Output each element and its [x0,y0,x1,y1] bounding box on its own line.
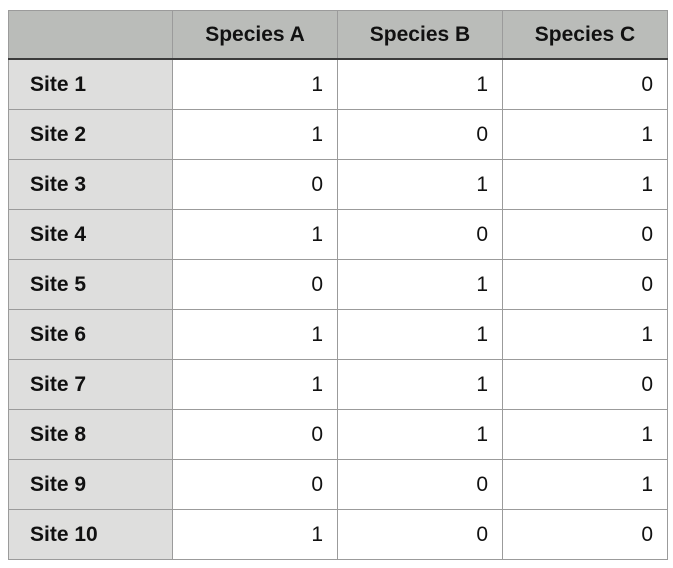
row-header: Site 6 [8,309,173,360]
value-cell: 0 [502,58,668,110]
value-cell: 0 [502,209,668,260]
value-cell: 0 [502,509,668,560]
value-cell: 1 [172,509,338,560]
row-header: Site 1 [8,58,173,110]
value-cell: 1 [502,409,668,460]
table-row: Site 10 1 0 0 [8,509,668,560]
value-cell: 1 [172,309,338,360]
corner-cell [8,10,173,60]
row-header: Site 7 [8,359,173,410]
value-cell: 1 [337,409,503,460]
value-cell: 0 [172,259,338,310]
value-cell: 1 [502,159,668,210]
value-cell: 1 [337,58,503,110]
value-cell: 0 [337,509,503,560]
column-header: Species A [172,10,338,60]
row-header: Site 5 [8,259,173,310]
value-cell: 0 [502,359,668,410]
value-cell: 1 [172,109,338,160]
column-header: Species B [337,10,503,60]
value-cell: 0 [502,259,668,310]
row-header: Site 8 [8,409,173,460]
header-row: Species A Species B Species C [8,10,668,60]
column-header: Species C [502,10,668,60]
row-header: Site 10 [8,509,173,560]
row-header: Site 3 [8,159,173,210]
value-cell: 1 [172,58,338,110]
value-cell: 1 [172,359,338,410]
value-cell: 1 [337,309,503,360]
value-cell: 1 [172,209,338,260]
value-cell: 0 [337,459,503,510]
value-cell: 1 [502,309,668,360]
table-body: Site 1 1 1 0 Site 2 1 0 1 Site 3 0 1 1 Site 4 1 0 0 Site… [8,58,668,560]
value-cell: 1 [502,109,668,160]
value-cell: 0 [172,159,338,210]
row-header: Site 2 [8,109,173,160]
row-header: Site 9 [8,459,173,510]
value-cell: 1 [337,259,503,310]
value-cell: 1 [337,159,503,210]
value-cell: 0 [337,209,503,260]
species-presence-table: Species A Species B Species C Site 1 1 1 0 Sit… [8,10,668,560]
value-cell: 0 [337,109,503,160]
value-cell: 1 [337,359,503,410]
value-cell: 0 [172,459,338,510]
value-cell: 0 [172,409,338,460]
value-cell: 1 [502,459,668,510]
row-header: Site 4 [8,209,173,260]
table-header: Species A Species B Species C [8,10,668,60]
